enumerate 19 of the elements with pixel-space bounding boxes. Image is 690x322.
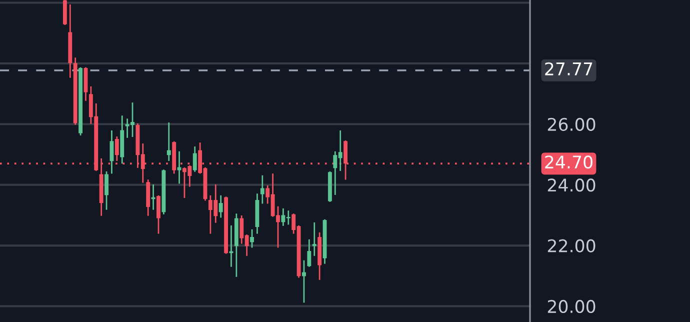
candlestick [218,195,223,218]
candlestick [156,195,160,234]
candlestick [62,0,67,25]
candlestick [104,171,108,210]
candlestick [307,239,312,267]
y-tick-label: 20.00 [548,300,596,314]
candlestick [302,260,306,303]
ref-line-label: 27.77 [545,62,592,76]
candlestick [312,222,316,256]
y-tick-label: 24.00 [548,178,596,192]
candlestick [192,146,197,172]
candlestick [166,122,171,161]
y-tick-label: 26.00 [548,118,596,131]
ref-line-label: 24.70 [545,155,592,169]
candlestick [177,151,182,184]
candlestick [110,130,114,174]
candlestick [260,175,264,204]
y-tick-label: 22.00 [548,239,596,252]
candlestick [250,229,254,248]
